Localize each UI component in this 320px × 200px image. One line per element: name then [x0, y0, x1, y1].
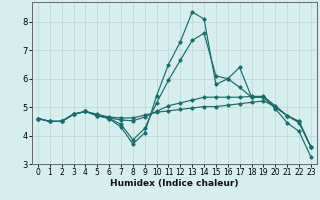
X-axis label: Humidex (Indice chaleur): Humidex (Indice chaleur) — [110, 179, 239, 188]
